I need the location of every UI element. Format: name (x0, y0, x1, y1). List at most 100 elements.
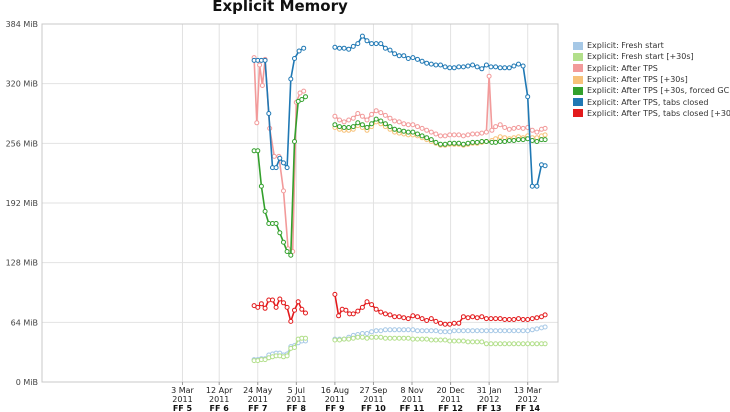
data-point (456, 64, 462, 70)
x-tick-label: 2011 (286, 395, 306, 404)
data-point (451, 65, 457, 71)
data-point (387, 312, 393, 318)
data-point (337, 117, 342, 123)
data-point (511, 328, 517, 334)
data-point (405, 122, 411, 128)
data-point (488, 64, 494, 70)
data-point (483, 328, 489, 334)
data-point (392, 335, 398, 341)
data-point (255, 148, 261, 154)
data-point (387, 115, 393, 121)
data-point (520, 317, 526, 322)
data-point (378, 309, 384, 315)
data-point (382, 311, 388, 317)
data-point (493, 316, 499, 322)
data-point (529, 341, 535, 347)
data-point (483, 316, 489, 322)
data-point (369, 41, 375, 47)
data-point (254, 120, 260, 126)
data-point (488, 328, 494, 334)
data-point (337, 45, 342, 51)
legend-item: Explicit: After TPS [+30s] (573, 74, 730, 85)
data-point (542, 312, 548, 318)
data-point (447, 140, 453, 146)
data-point (447, 329, 453, 335)
data-point (364, 125, 370, 130)
data-point (534, 139, 540, 144)
data-point (502, 328, 508, 334)
data-point (378, 41, 384, 47)
x-tick-label: 3 Mar (171, 386, 194, 395)
data-point (410, 122, 416, 128)
legend-label: Explicit: After TPS (587, 63, 658, 73)
data-point (542, 132, 548, 138)
data-point (295, 299, 301, 305)
data-point (474, 64, 480, 70)
data-point (392, 327, 398, 333)
data-point (303, 335, 308, 341)
data-point (502, 341, 508, 347)
data-point (288, 76, 294, 82)
y-tick-label: 0 MiB (16, 378, 38, 387)
data-point (534, 341, 540, 347)
data-point (516, 61, 521, 67)
data-point (502, 139, 508, 144)
data-point (474, 339, 480, 345)
data-point (373, 41, 379, 47)
data-point (451, 320, 457, 326)
data-point (511, 138, 517, 143)
series-5 (251, 33, 548, 189)
legend-item: Explicit: Fresh start [+30s] (573, 51, 730, 62)
data-point (350, 124, 356, 130)
data-point (534, 129, 540, 135)
data-point (346, 117, 352, 123)
x-tick-version-label: FF 12 (438, 404, 463, 412)
data-point (346, 336, 352, 342)
data-point (288, 252, 294, 258)
data-point (460, 64, 466, 70)
data-point (516, 137, 521, 143)
data-point (456, 328, 462, 334)
legend-swatch (573, 86, 583, 95)
data-point (428, 328, 434, 334)
data-point (355, 111, 361, 116)
data-point (483, 129, 489, 135)
x-tick-label: 20 Dec (436, 386, 464, 395)
data-point (262, 305, 268, 311)
data-point (460, 314, 466, 320)
data-point (497, 65, 503, 71)
data-point (465, 328, 471, 334)
data-point (460, 141, 466, 147)
x-tick-label: 2011 (209, 395, 229, 404)
legend-swatch (573, 41, 583, 50)
data-point (419, 133, 425, 139)
data-point (511, 317, 517, 322)
data-point (392, 51, 398, 57)
legend-label: Explicit: After TPS, tabs closed [+30s] (587, 108, 730, 118)
data-point (465, 63, 471, 69)
x-tick-version-label: FF 5 (173, 404, 193, 412)
data-point (442, 329, 448, 335)
data-point (433, 62, 439, 68)
x-tick-label: 2011 (172, 395, 192, 404)
data-point (483, 139, 489, 144)
data-point (299, 97, 305, 102)
data-point (373, 328, 379, 334)
data-point (516, 125, 521, 130)
data-point (419, 328, 425, 334)
data-point (262, 208, 268, 214)
data-point (511, 125, 517, 131)
x-tick-label: 8 Nov (400, 386, 424, 395)
x-tick-label: 2011 (440, 395, 460, 404)
data-point (525, 317, 531, 322)
data-point (456, 320, 462, 326)
data-point (359, 304, 365, 310)
data-point (396, 119, 402, 125)
data-point (341, 336, 347, 342)
data-point (424, 127, 430, 133)
data-point (433, 337, 439, 343)
series-lines (251, 33, 548, 364)
x-tick-version-label: FF 8 (287, 404, 307, 412)
data-point (396, 314, 402, 320)
data-point (465, 315, 471, 321)
